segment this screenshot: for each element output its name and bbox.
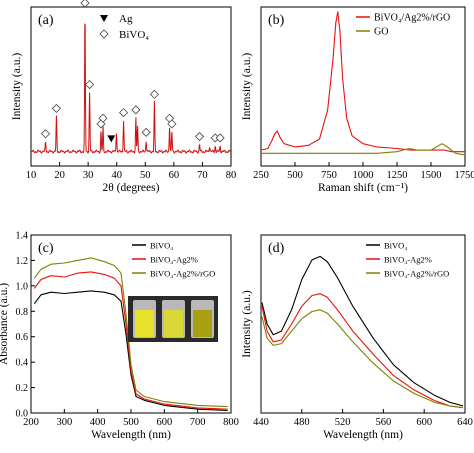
y-tick-label: 0.8 [16, 307, 29, 318]
plot-frame [260, 234, 466, 414]
bivo4-peak-marker [98, 113, 108, 123]
ag-peak-marker [107, 135, 116, 143]
x-tick-label: 70 [197, 170, 208, 181]
x-tick-label: 600 [156, 417, 172, 428]
x-tick-label: 440 [253, 417, 269, 428]
panel-2: 200 300 400 500 600 700 800 0.0 0.2 0.4 0.6 0.8 1.0 1… [0, 231, 239, 442]
x-tick-label: 60 [169, 170, 180, 181]
panel-3: 440 480 520 560 600 640 Wavelength (nm) Intensi… [241, 234, 473, 441]
x-tick-label: 750 [321, 170, 337, 181]
legend-label: Ag [119, 13, 133, 25]
legend-label: BiVO₄-Ag2%/rGO [150, 269, 215, 279]
legend-label: BiVO₄-Ag2% [150, 255, 198, 265]
y-tick-label: 1.2 [16, 256, 29, 267]
bivo4-peak-marker [85, 79, 95, 90]
x-tick-label: 40 [111, 170, 122, 181]
y-tick-label: 0.0 [16, 409, 29, 420]
panel-1: 250 500 750 1000 1250 1500 1750 Raman shift (cm… [241, 6, 474, 194]
x-tick-label: 800 [223, 417, 239, 428]
bivo4-peak-marker [51, 103, 61, 113]
bivo4-peak-marker [119, 108, 129, 118]
x-tick-label: 480 [294, 417, 310, 428]
x-tick-label: 200 [23, 417, 39, 428]
x-tick-label: 1000 [353, 170, 374, 181]
x-tick-label: 500 [123, 417, 139, 428]
x-tick-label: 50 [140, 170, 151, 181]
y-tick-label: 0.2 [16, 383, 29, 394]
legend-label: GO [374, 27, 388, 38]
legend-label: BiVO₄ [150, 241, 173, 251]
x-axis-label: 2θ (degrees) [103, 182, 160, 194]
x-tick-label: 600 [416, 417, 432, 428]
legend-ag-marker [100, 15, 108, 22]
x-tick-label: 700 [190, 417, 206, 428]
plot-frame [30, 6, 232, 167]
legend-label: BiVO₄/Ag2%/rGO [374, 13, 450, 24]
bivo4-peak-marker [215, 133, 225, 143]
bivo4-peak-marker [131, 105, 141, 115]
legend-label: BiVO₄ [119, 29, 149, 41]
bivo4-peak-marker [195, 131, 205, 142]
panel-label: (c) [38, 241, 54, 256]
y-tick-label: 0.6 [16, 332, 29, 343]
inset-vial-liquid [164, 310, 183, 337]
x-tick-label: 1250 [387, 170, 408, 181]
series-line [261, 255, 464, 407]
y-axis-label: Intensity (a.u.) [241, 53, 253, 121]
y-axis-label: Intensity (a.u.) [11, 53, 23, 121]
x-tick-label: 10 [26, 170, 37, 181]
x-tick-label: 520 [335, 417, 351, 428]
bivo4-peak-marker [41, 129, 51, 139]
panel-label: (d) [268, 241, 285, 256]
x-axis-label: Wavelength (nm) [91, 429, 171, 441]
inset-vial-liquid [135, 310, 154, 337]
series-line [33, 290, 228, 412]
legend-label: BiVO₄-Ag2% [384, 255, 432, 265]
x-tick-label: 640 [457, 417, 473, 428]
x-tick-label: 80 [226, 170, 237, 181]
bivo4-peak-marker [149, 89, 159, 99]
x-tick-label: 560 [376, 417, 392, 428]
series-line [261, 143, 466, 156]
bivo4-peak-marker [167, 119, 177, 129]
legend-label: BiVO₄ [384, 241, 407, 251]
series-line [261, 293, 464, 409]
bivo4-peak-marker [141, 127, 151, 137]
legend-label: BiVO₄-Ag2%/rGO [384, 269, 449, 279]
x-tick-label: 250 [253, 170, 269, 181]
y-axis-label: Absorbance (a.u.) [0, 283, 10, 365]
x-axis-label: Raman shift (cm⁻¹) [318, 182, 408, 194]
y-tick-label: 1.0 [16, 281, 29, 292]
series-line [260, 11, 465, 153]
x-tick-label: 1500 [421, 170, 442, 181]
y-tick-label: 0.4 [16, 358, 29, 369]
panel-0: 10 20 30 40 50 60 70 80 2θ (degrees) Intensity (a… [11, 0, 236, 194]
legend-bivo4-marker [99, 29, 109, 39]
x-tick-label: 30 [83, 170, 94, 181]
series-line [30, 22, 232, 154]
x-tick-label: 500 [287, 170, 303, 181]
x-tick-label: 1750 [455, 170, 474, 181]
bivo4-peak-marker [80, 0, 90, 8]
x-tick-label: 300 [56, 417, 72, 428]
y-tick-label: 1.4 [16, 231, 29, 242]
y-axis-label: Intensity (a.u.) [241, 290, 253, 358]
series-line [33, 271, 228, 410]
x-tick-label: 400 [90, 417, 106, 428]
inset-vial-liquid [193, 310, 212, 337]
panel-label: (b) [268, 13, 285, 28]
x-tick-label: 20 [54, 170, 65, 181]
panel-label: (a) [38, 13, 54, 28]
series-line [261, 309, 464, 409]
x-axis-label: Wavelength (nm) [323, 429, 403, 441]
series-line [33, 257, 228, 408]
